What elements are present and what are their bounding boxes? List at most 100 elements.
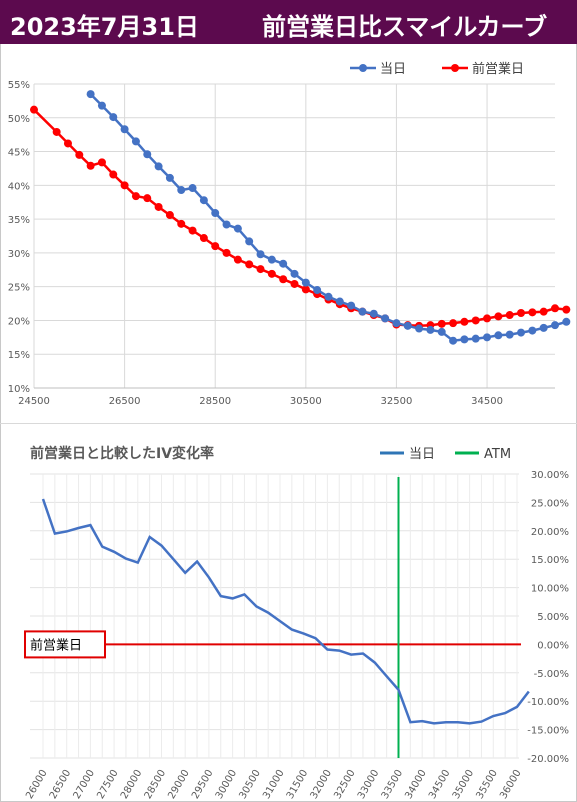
title-banner: 2023年7月31日 前営業日比スマイルカーブ — [0, 0, 577, 44]
data-point — [245, 260, 254, 269]
data-point — [471, 334, 480, 343]
y-tick-label: 35% — [8, 215, 30, 226]
data-point — [75, 150, 84, 159]
x-tick-label: 27000 — [72, 768, 97, 801]
chart-title: 前営業日と比較したIV変化率 — [30, 445, 214, 462]
x-tick-label: 32500 — [332, 768, 357, 801]
x-tick-label: 24500 — [18, 396, 50, 407]
data-point — [165, 211, 174, 220]
data-point — [335, 297, 344, 306]
legend-label: 当日 — [409, 447, 435, 462]
x-tick-label: 26500 — [109, 396, 141, 407]
x-tick-label: 34500 — [471, 396, 503, 407]
x-tick-label: 34500 — [427, 768, 452, 801]
data-point — [97, 101, 106, 110]
chart-divider — [0, 423, 577, 424]
data-point — [52, 127, 61, 136]
data-point — [494, 312, 503, 321]
y-tick-label: 20.00% — [531, 527, 569, 538]
series-line — [33, 108, 567, 328]
series-line — [89, 93, 567, 342]
y-tick-label: 5.00% — [537, 612, 569, 623]
legend-label: 前営業日 — [472, 61, 524, 77]
data-point — [222, 220, 231, 229]
reference-label: 前営業日 — [30, 637, 82, 653]
x-tick-label: 33500 — [380, 768, 405, 801]
data-point — [177, 186, 186, 195]
data-point — [562, 305, 571, 314]
y-tick-label: 30.00% — [531, 470, 569, 481]
data-point — [120, 181, 129, 190]
iv-change-chart: 前営業日と比較したIV変化率 30.00% 25.00% 20.00% 15.00% 10… — [24, 445, 569, 801]
y-tick-label: -15.00% — [527, 726, 569, 737]
data-point — [154, 162, 163, 171]
data-point — [97, 158, 106, 167]
legend-marker — [359, 64, 367, 72]
data-point — [143, 150, 152, 159]
data-point — [63, 139, 72, 148]
data-point — [233, 255, 242, 264]
data-point — [562, 317, 571, 326]
y-tick-label: 15% — [8, 350, 30, 361]
data-point — [165, 173, 174, 182]
smile-curve-chart: 10% 15% 20% 25% 30% 35% 40% 45% 50% 55% 24500 26500… — [8, 61, 571, 407]
y-tick-label: 40% — [8, 181, 30, 192]
data-point — [109, 170, 118, 179]
data-point — [449, 336, 458, 345]
data-point — [437, 319, 446, 328]
data-point — [86, 90, 95, 99]
legend-marker — [451, 64, 459, 72]
data-point — [120, 125, 129, 134]
banner-date: 2023年7月31日 — [10, 13, 199, 41]
y-tick-label: 50% — [8, 114, 30, 125]
y-tick-label: 10.00% — [531, 584, 569, 595]
data-point — [279, 275, 288, 284]
legend-label: 当日 — [380, 62, 406, 77]
data-point — [279, 259, 288, 268]
data-point — [233, 224, 242, 233]
data-point — [290, 269, 299, 278]
y-tick-label: -10.00% — [527, 697, 569, 708]
data-point — [347, 301, 356, 310]
x-tick-label: 31000 — [261, 768, 286, 801]
x-tick-label: 33000 — [356, 768, 381, 801]
x-tick-label: 35500 — [474, 768, 499, 801]
data-point — [290, 279, 299, 288]
data-point — [358, 307, 367, 316]
data-point — [426, 325, 435, 334]
data-point — [256, 265, 265, 274]
data-point — [528, 326, 537, 335]
x-tick-label: 30500 — [237, 768, 262, 801]
data-point — [517, 328, 526, 337]
x-tick-label: 32000 — [309, 768, 334, 801]
x-tick-label: 29000 — [166, 768, 191, 801]
data-point — [222, 248, 231, 257]
x-tick-label: 32500 — [381, 396, 413, 407]
data-point — [483, 314, 492, 323]
y-tick-label: -20.00% — [527, 754, 569, 765]
data-point — [109, 113, 118, 122]
data-point — [369, 309, 378, 318]
data-point — [86, 161, 95, 170]
y-tick-label: 30% — [8, 249, 30, 260]
data-point — [267, 269, 276, 278]
data-point — [30, 105, 38, 114]
legend-label: ATM — [484, 447, 511, 462]
data-point — [188, 226, 197, 235]
data-point — [494, 331, 503, 340]
data-point — [505, 311, 514, 320]
data-point — [131, 137, 140, 146]
y-tick-label: 25.00% — [531, 498, 569, 509]
data-point — [517, 309, 526, 318]
y-tick-label: 10% — [8, 384, 30, 395]
x-tick-label: 30500 — [290, 396, 322, 407]
data-point — [143, 194, 152, 203]
data-point — [483, 333, 492, 342]
data-point — [551, 321, 559, 330]
reference-label-box — [24, 630, 106, 659]
y-tick-label: 0.00% — [537, 640, 569, 651]
data-point — [245, 237, 254, 246]
data-point — [449, 319, 458, 328]
data-point — [460, 335, 469, 344]
data-point — [256, 250, 265, 259]
